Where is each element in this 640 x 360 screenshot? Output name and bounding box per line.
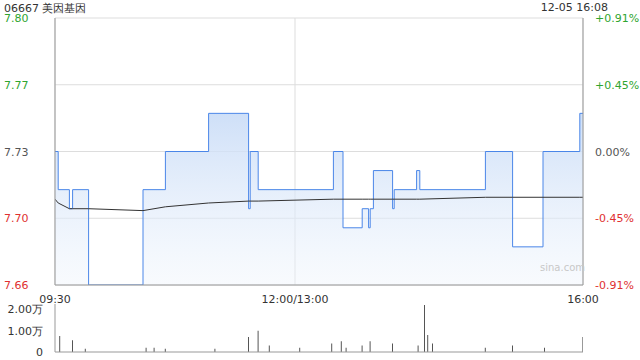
svg-text:-0.91%: -0.91% <box>595 279 632 292</box>
html-text:sina.com: sina.com <box>540 262 585 273</box>
svg-text:7.73: 7.73 <box>8 146 29 159</box>
html-text:12-05 16:08: 12-05 16:08 <box>540 1 608 14</box>
svg-text:09:30: 09:30 <box>39 293 71 305</box>
html-text:06667 美因基因: 06667 美因基因 <box>4 2 87 15</box>
svg-text:+0.45%: +0.45% <box>595 79 632 92</box>
svg-text:2.00万: 2.00万 <box>8 303 43 316</box>
svg-text:7.80: 7.80 <box>8 12 29 25</box>
svg-text:12:00/13:00: 12:00/13:00 <box>261 293 328 305</box>
svg-text:7.77: 7.77 <box>8 79 29 92</box>
svg-text:7.70: 7.70 <box>8 212 29 225</box>
svg-text:1.00万: 1.00万 <box>8 325 43 338</box>
svg-text:-0.45%: -0.45% <box>595 212 632 225</box>
svg-text:16:00: 16:00 <box>567 293 599 305</box>
svg-text:+0.91%: +0.91% <box>595 12 632 25</box>
svg-text:7.66: 7.66 <box>8 279 29 292</box>
svg-text:0.00%: 0.00% <box>595 146 630 159</box>
svg-text:0: 0 <box>36 346 43 359</box>
